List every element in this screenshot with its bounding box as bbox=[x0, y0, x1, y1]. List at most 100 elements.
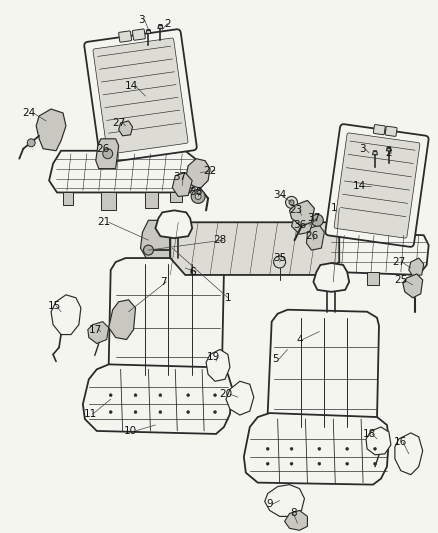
Circle shape bbox=[266, 447, 269, 450]
Text: 37: 37 bbox=[307, 213, 320, 223]
FancyBboxPatch shape bbox=[325, 124, 429, 247]
Circle shape bbox=[144, 245, 153, 255]
Circle shape bbox=[290, 462, 293, 465]
Polygon shape bbox=[141, 220, 182, 270]
Text: 36: 36 bbox=[293, 220, 306, 230]
Text: 26: 26 bbox=[96, 144, 110, 154]
Text: 2: 2 bbox=[385, 148, 392, 158]
Polygon shape bbox=[155, 211, 192, 238]
Text: 3: 3 bbox=[138, 14, 145, 25]
Polygon shape bbox=[146, 29, 151, 34]
Circle shape bbox=[274, 256, 286, 268]
Text: 20: 20 bbox=[219, 389, 233, 399]
Circle shape bbox=[346, 447, 349, 450]
Text: 36: 36 bbox=[190, 188, 203, 197]
Polygon shape bbox=[101, 192, 116, 211]
Circle shape bbox=[27, 139, 35, 147]
Text: 14: 14 bbox=[353, 181, 366, 190]
Circle shape bbox=[214, 394, 216, 397]
Polygon shape bbox=[88, 321, 109, 343]
Text: 19: 19 bbox=[206, 352, 220, 362]
Polygon shape bbox=[206, 350, 230, 381]
Text: 7: 7 bbox=[160, 277, 167, 287]
Circle shape bbox=[311, 214, 323, 226]
Text: 1: 1 bbox=[225, 293, 231, 303]
Circle shape bbox=[187, 394, 190, 397]
Text: 27: 27 bbox=[112, 118, 125, 128]
Polygon shape bbox=[109, 258, 224, 379]
Circle shape bbox=[214, 410, 216, 414]
Polygon shape bbox=[290, 200, 314, 226]
Circle shape bbox=[346, 462, 349, 465]
Text: 25: 25 bbox=[394, 275, 407, 285]
Text: 9: 9 bbox=[266, 499, 273, 510]
Polygon shape bbox=[367, 272, 379, 285]
Text: 5: 5 bbox=[272, 354, 279, 365]
Text: 2: 2 bbox=[164, 19, 171, 29]
Circle shape bbox=[266, 462, 269, 465]
Text: 16: 16 bbox=[394, 437, 407, 447]
Polygon shape bbox=[314, 263, 349, 292]
Polygon shape bbox=[170, 192, 182, 203]
Circle shape bbox=[318, 447, 321, 450]
Circle shape bbox=[374, 447, 377, 450]
Polygon shape bbox=[373, 151, 378, 155]
Text: 23: 23 bbox=[289, 205, 302, 215]
Text: 21: 21 bbox=[97, 217, 110, 227]
Circle shape bbox=[109, 394, 112, 397]
Circle shape bbox=[286, 197, 297, 208]
Polygon shape bbox=[292, 212, 314, 234]
Text: 4: 4 bbox=[296, 335, 303, 344]
FancyBboxPatch shape bbox=[385, 126, 397, 136]
Text: 8: 8 bbox=[290, 508, 297, 519]
Text: 34: 34 bbox=[273, 190, 286, 200]
Polygon shape bbox=[395, 433, 423, 475]
Circle shape bbox=[159, 394, 162, 397]
Text: 1: 1 bbox=[331, 204, 338, 213]
Circle shape bbox=[187, 410, 190, 414]
Text: 37: 37 bbox=[173, 172, 187, 182]
FancyBboxPatch shape bbox=[374, 125, 385, 135]
Polygon shape bbox=[83, 365, 232, 434]
Polygon shape bbox=[268, 310, 379, 431]
Circle shape bbox=[134, 410, 137, 414]
Circle shape bbox=[109, 410, 112, 414]
Polygon shape bbox=[172, 173, 192, 197]
Polygon shape bbox=[386, 147, 392, 151]
FancyBboxPatch shape bbox=[334, 133, 420, 238]
Polygon shape bbox=[226, 381, 254, 415]
Text: 3: 3 bbox=[359, 144, 365, 154]
Text: 6: 6 bbox=[189, 267, 195, 277]
Polygon shape bbox=[307, 225, 324, 250]
Circle shape bbox=[374, 462, 377, 465]
FancyBboxPatch shape bbox=[119, 31, 131, 42]
Polygon shape bbox=[366, 427, 391, 455]
Polygon shape bbox=[49, 151, 198, 192]
Polygon shape bbox=[285, 511, 307, 530]
Polygon shape bbox=[244, 413, 389, 484]
Polygon shape bbox=[186, 159, 210, 189]
FancyBboxPatch shape bbox=[84, 29, 197, 163]
Polygon shape bbox=[403, 274, 423, 298]
Text: 22: 22 bbox=[203, 166, 217, 175]
Text: 11: 11 bbox=[84, 409, 97, 419]
Text: 18: 18 bbox=[362, 429, 376, 439]
Polygon shape bbox=[145, 192, 159, 208]
Circle shape bbox=[290, 447, 293, 450]
Polygon shape bbox=[327, 232, 429, 275]
Text: 35: 35 bbox=[273, 253, 286, 263]
Text: 15: 15 bbox=[47, 301, 61, 311]
Circle shape bbox=[103, 149, 113, 159]
Polygon shape bbox=[170, 222, 339, 275]
Text: 27: 27 bbox=[392, 257, 406, 267]
Circle shape bbox=[134, 394, 137, 397]
Circle shape bbox=[191, 190, 205, 204]
FancyBboxPatch shape bbox=[93, 38, 188, 154]
Text: 14: 14 bbox=[125, 81, 138, 91]
Polygon shape bbox=[337, 272, 347, 283]
Polygon shape bbox=[119, 121, 133, 136]
Polygon shape bbox=[409, 258, 424, 276]
Polygon shape bbox=[265, 484, 304, 516]
FancyBboxPatch shape bbox=[132, 29, 145, 40]
Circle shape bbox=[195, 193, 201, 199]
